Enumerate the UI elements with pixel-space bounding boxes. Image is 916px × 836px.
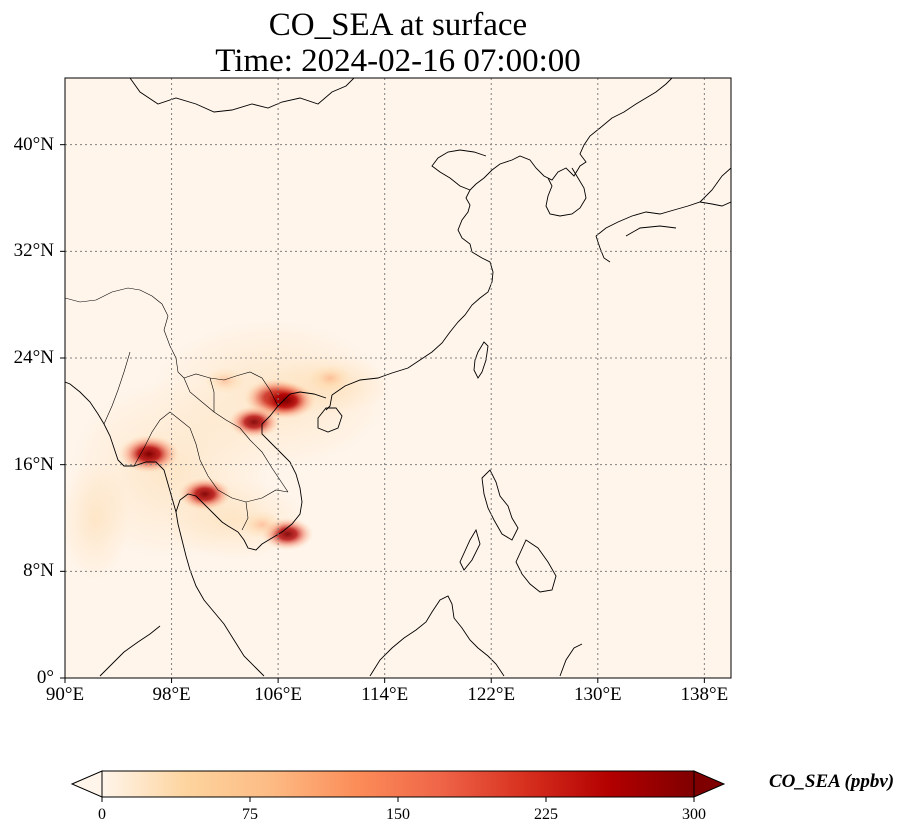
map-frame: [64, 77, 732, 679]
co-hotspot: [204, 367, 246, 394]
y-tick-label: 16°N: [13, 453, 54, 475]
co-hotspots: [118, 364, 352, 551]
axis-ticks: [60, 144, 705, 683]
x-tick-label: 130°E: [573, 684, 622, 705]
x-tick-label: 122°E: [467, 684, 516, 705]
map-subtitle-time: Time: 2024-02-16 07:00:00: [215, 43, 581, 79]
colorbar-tick-label: 75: [242, 806, 258, 823]
colorbar-tick-label: 225: [534, 806, 558, 823]
map-title: CO_SEA at surface: [268, 7, 528, 43]
colorbar-tick-label: 0: [98, 806, 106, 823]
y-tick-label: 32°N: [13, 240, 54, 262]
x-tick-label: 114°E: [361, 684, 409, 705]
country-borders: [65, 287, 289, 531]
y-tick-label: 0°: [36, 667, 54, 688]
co-hotspot: [178, 477, 232, 511]
y-tick-label: 40°N: [13, 133, 54, 155]
co-hotspot: [118, 434, 180, 474]
y-tick-label: 24°N: [13, 347, 54, 368]
x-tick-label: 90°E: [45, 684, 85, 705]
x-tick-label: 98°E: [152, 684, 191, 705]
x-tick-label: 138°E: [680, 684, 729, 705]
colorbar-label: CO_SEA (ppbv): [769, 771, 895, 792]
colorbar-tick-label: 150: [386, 806, 410, 823]
x-tick-label: 106°E: [254, 684, 302, 705]
co-hotspot: [308, 364, 352, 392]
y-tick-label: 8°N: [23, 560, 54, 582]
co-hotspot: [228, 405, 281, 439]
co-hotspot: [240, 511, 284, 539]
coastlines: [65, 78, 731, 677]
gridlines: [65, 78, 731, 678]
colorbar-tick-label: 300: [682, 806, 706, 823]
